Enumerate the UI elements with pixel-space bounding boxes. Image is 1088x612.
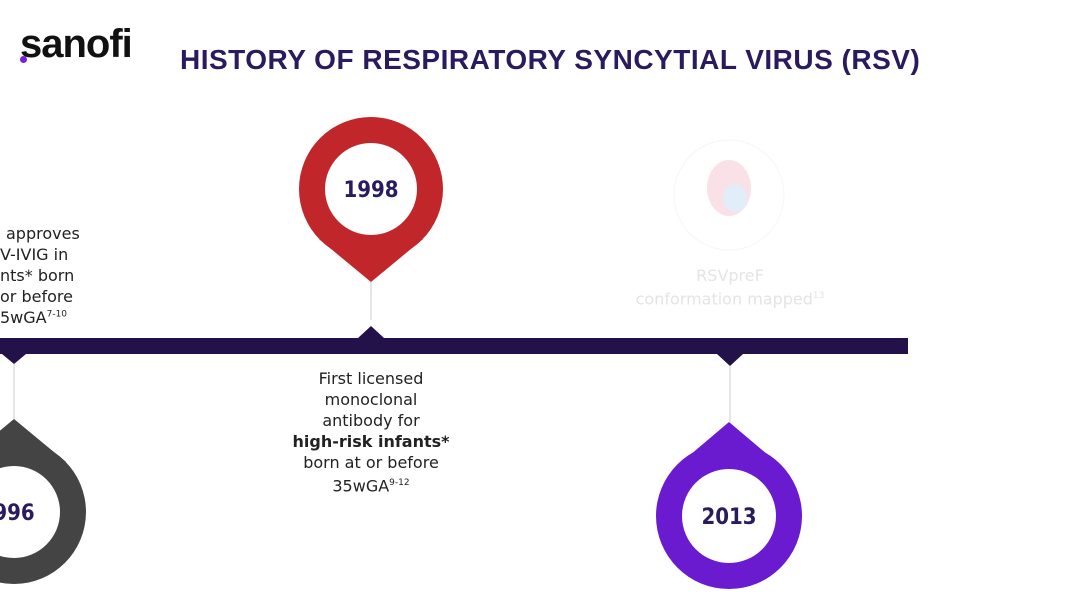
sanofi-logo: sanofi	[20, 22, 133, 66]
timeline-notch	[2, 354, 26, 364]
pin-1996: 996	[0, 419, 86, 584]
faint-protein-image	[673, 139, 785, 251]
timeline-bar	[0, 338, 908, 354]
year-label: 2013	[701, 505, 756, 530]
year-label: 996	[0, 501, 35, 526]
pin-2013: 2013	[656, 422, 802, 589]
pin-1998: 1998	[299, 117, 443, 282]
page-title: HISTORY OF RESPIRATORY SYNCYTIAL VIRUS (…	[180, 44, 921, 75]
timeline-notch	[358, 326, 384, 338]
event-1998-text: First licensed monoclonal antibody for h…	[292, 369, 450, 496]
timeline-notch	[717, 354, 743, 366]
event-2013-text: RSVpreF conformation mapped13	[635, 266, 825, 309]
year-label: 1998	[343, 178, 398, 203]
